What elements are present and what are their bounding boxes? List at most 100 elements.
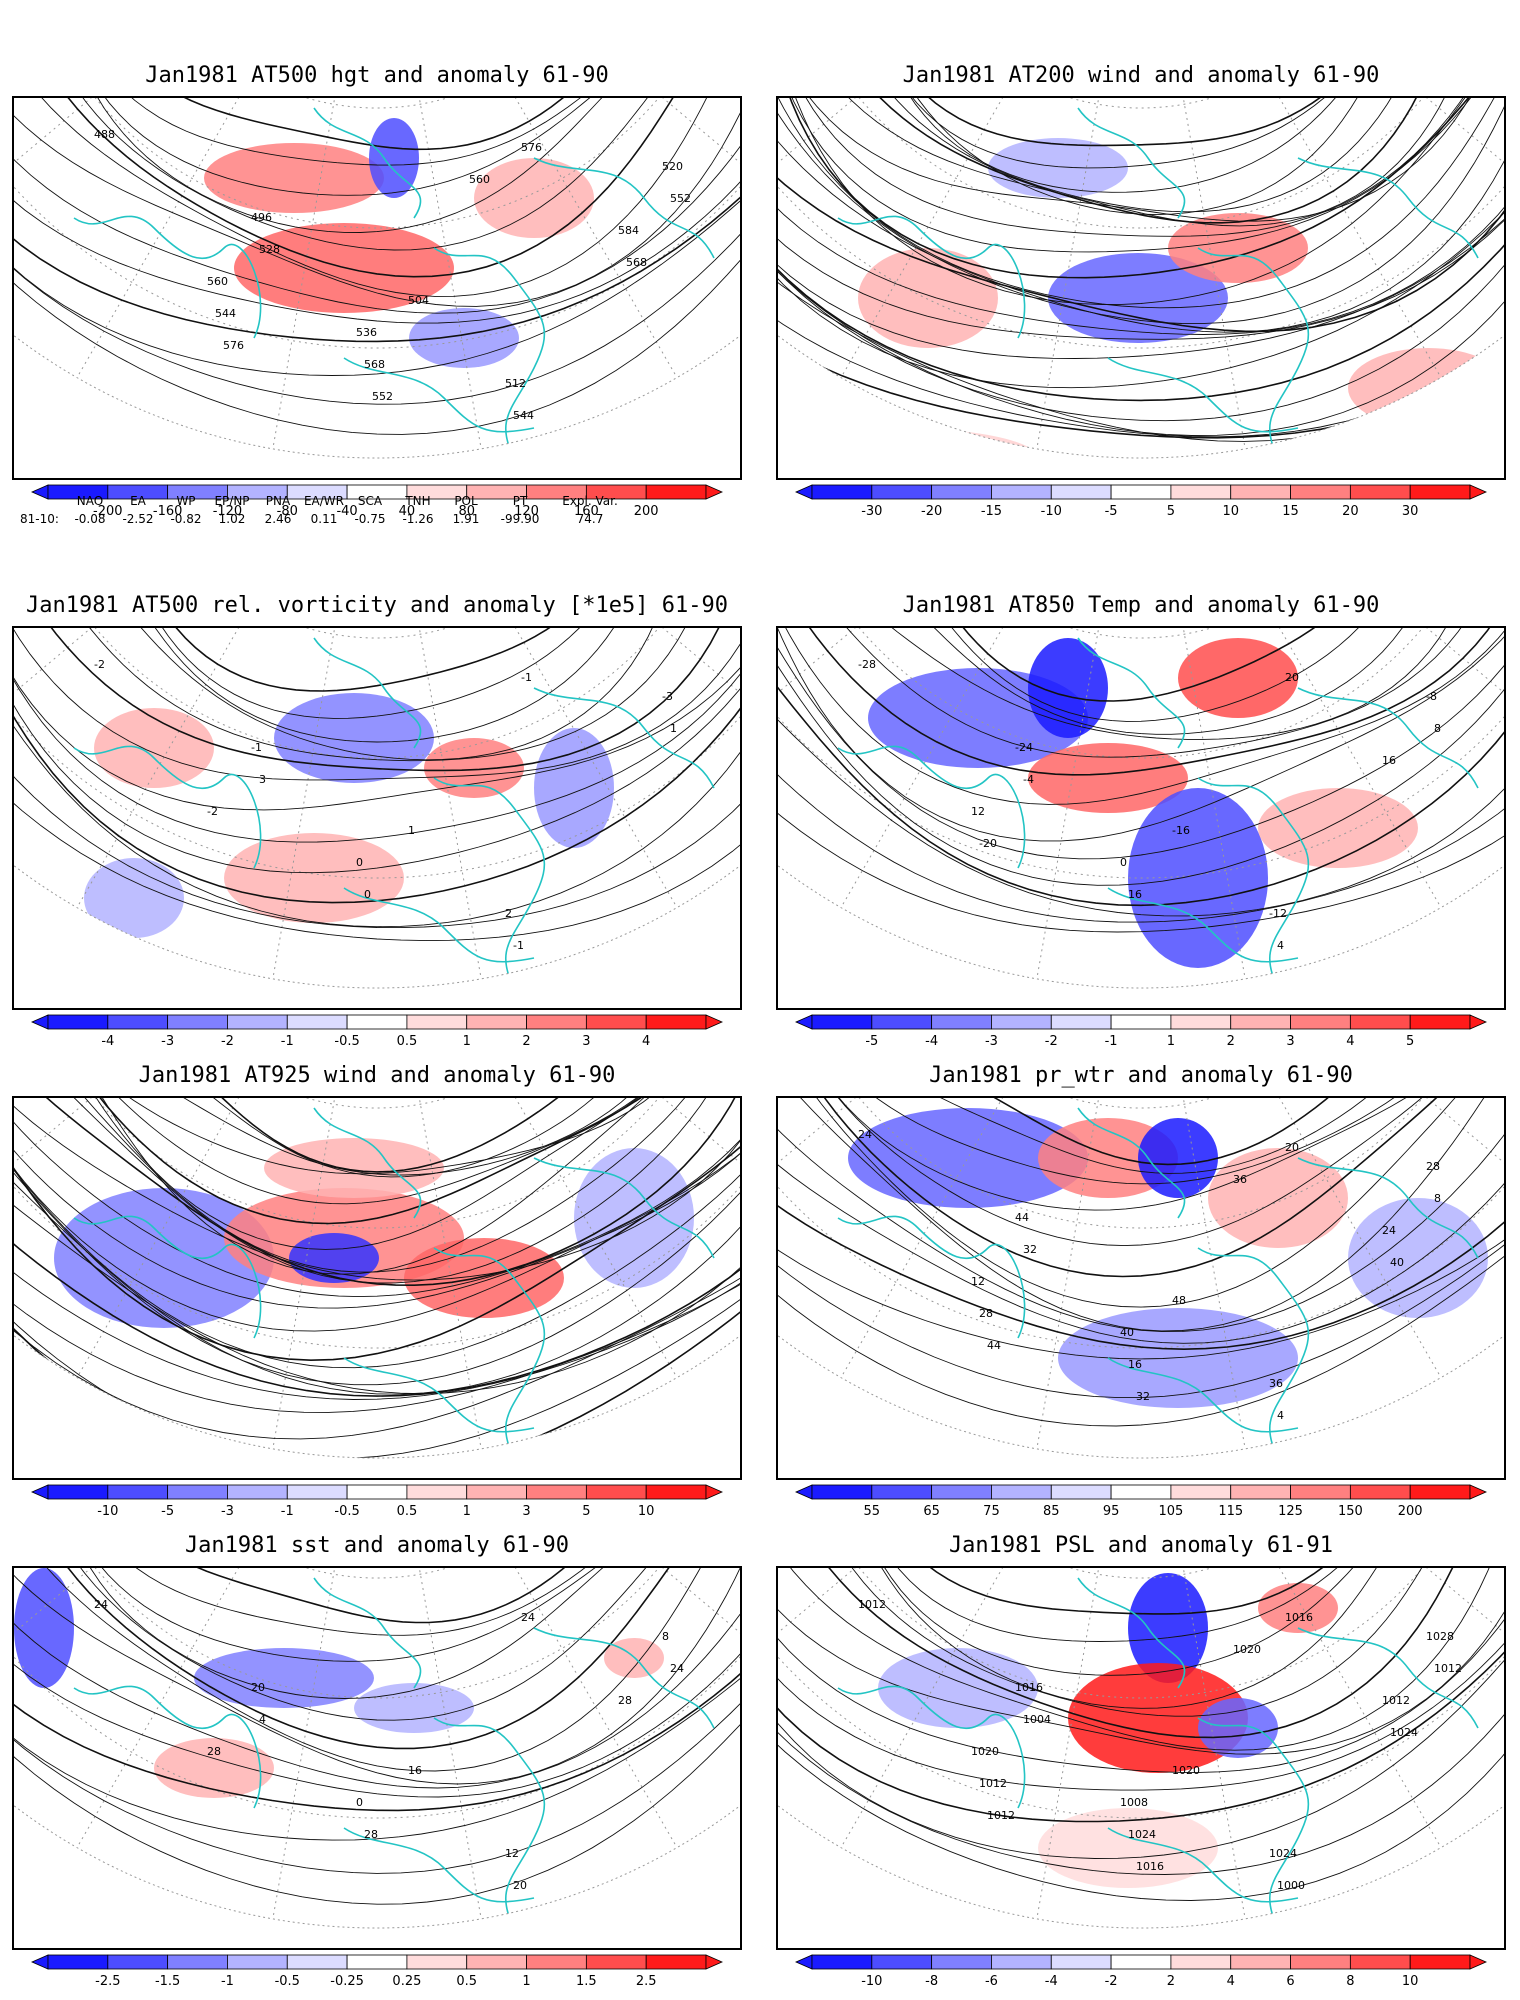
contour-label: -20 [979, 837, 997, 850]
colorbar-arrow-left [31, 1954, 49, 1970]
colorbar-swatch [107, 1954, 169, 1970]
coastline [313, 1577, 422, 1689]
colorbar-swatch [645, 1014, 707, 1030]
contour-label: 40 [1390, 1256, 1404, 1269]
contour-line [778, 1568, 1504, 1751]
contour-label: -2 [207, 805, 218, 818]
panel-title: Jan1981 pr_wtr and anomaly 61-90 [929, 1063, 1353, 1088]
colorbar-swatch [1290, 1014, 1351, 1030]
contour-line [23, 1098, 722, 1175]
contour-line [778, 1568, 1504, 1755]
contour-label: 1020 [1172, 1764, 1200, 1777]
map-canvas: 24 20 16 12 8 4 0 20 24 28 28 24 28 [14, 1568, 740, 1929]
contour-line [14, 628, 740, 781]
coastline [313, 107, 422, 219]
latitude-circle [14, 1568, 740, 1819]
meridian-line [272, 628, 378, 979]
anomaly-region [1128, 1573, 1208, 1683]
colorbar-swatch [1349, 1954, 1411, 1970]
contour-label: 528 [259, 243, 280, 256]
meridian-line [1140, 98, 1442, 378]
colorbar: -4 -3 -2 -1 -0.5 0.5 1 2 3 4 [31, 1014, 723, 1049]
colorbar-swatch [526, 1954, 587, 1970]
index-header: PT [512, 494, 528, 508]
colorbar-swatch [286, 1014, 348, 1030]
contour-line [64, 628, 680, 743]
colorbar-arrow-left [795, 1014, 813, 1030]
map-frame: -28 -24 -16 -12 -8 -4 0 4 8 12 16 20 16 -20 [776, 626, 1506, 1010]
contour-line [778, 1098, 1504, 1332]
colorbar-label: 40 [399, 504, 416, 519]
contour-line [778, 628, 1504, 776]
colorbar-label: -10 [861, 1974, 882, 1989]
contour-line [778, 1568, 1504, 1773]
colorbar-label: -30 [861, 504, 882, 519]
contour-label: -12 [1269, 907, 1287, 920]
colorbar-swatch [1349, 1014, 1411, 1030]
contour-label: 1016 [1015, 1681, 1043, 1694]
contour-line [778, 1098, 1504, 1427]
colorbar-label: -1 [281, 1034, 294, 1049]
contour-line [801, 628, 1448, 735]
contour-line [20, 1568, 740, 1721]
contour-label: 20 [251, 1681, 265, 1694]
latitude-circle [778, 1098, 1504, 1349]
index-value: -0.75 [354, 512, 386, 526]
latitude-circle [14, 1568, 740, 1699]
contour-line [778, 1098, 1504, 1351]
colorbar-label: 200 [1398, 1504, 1423, 1519]
contour-line [14, 1098, 740, 1332]
colorbar-swatch [1230, 1954, 1291, 1970]
colorbar-label: -120 [213, 504, 243, 519]
contour-line [14, 98, 740, 278]
meridian-line [1140, 1568, 1246, 1919]
contour-line [858, 628, 1422, 702]
contour-line [778, 1098, 1504, 1360]
hemisphere-map [14, 98, 740, 458]
colorbar-swatch [406, 1484, 468, 1500]
meridian-line [1140, 1098, 1246, 1449]
contour-line [88, 628, 674, 719]
coastline [433, 1717, 546, 1928]
colorbar-swatch [107, 1484, 169, 1500]
colorbar-label: 3 [582, 1034, 590, 1049]
latitude-circle [890, 628, 1392, 639]
coastline [73, 215, 262, 339]
colorbar-label: -1 [281, 1504, 294, 1519]
contour-label: 1 [408, 824, 415, 837]
coastline [533, 1157, 715, 1259]
contour-label: 20 [513, 1879, 527, 1892]
contour-label: 1012 [979, 1777, 1007, 1790]
anomaly-region [1198, 1698, 1278, 1758]
contour-line [103, 628, 664, 692]
coastline [1297, 157, 1479, 259]
contour-line [14, 628, 740, 929]
colorbar-swatch [346, 1014, 408, 1030]
contour-label: 12 [505, 1847, 519, 1860]
colorbar-label: -4 [101, 1034, 114, 1049]
contour-label: 544 [215, 307, 236, 320]
contour-label: 4 [259, 1713, 266, 1726]
coastline [837, 215, 1026, 339]
contour-label: 576 [223, 339, 244, 352]
contour-line [14, 1568, 740, 1905]
map-canvas: 488 496 504 512 520 528 536 544 552 560 568 576 584 5… [14, 98, 740, 459]
contour-line [792, 1098, 1495, 1185]
colorbar-swatch [931, 484, 992, 500]
colorbar: -10 -8 -6 -4 -2 2 4 6 8 10 [795, 1954, 1487, 1989]
meridian-line [376, 98, 482, 449]
anomaly-region [224, 833, 404, 923]
contour-label: 16 [1128, 1358, 1142, 1371]
contour-label: 0 [1120, 856, 1127, 869]
contour-line [14, 1098, 740, 1273]
contour-label: 12 [971, 805, 985, 818]
colorbar-label: 0.5 [397, 1504, 418, 1519]
index-header: SCA [357, 494, 383, 508]
colorbar-swatch [871, 484, 933, 500]
colorbar-arrow-left [31, 1014, 49, 1030]
contour-line [808, 1098, 1462, 1174]
colorbar: -30 -20 -15 -10 -5 5 10 15 20 30 [795, 484, 1487, 519]
colorbar-arrow-left [795, 1484, 813, 1500]
colorbar-swatch [1050, 1014, 1112, 1030]
contour-label: 24 [1382, 1224, 1396, 1237]
